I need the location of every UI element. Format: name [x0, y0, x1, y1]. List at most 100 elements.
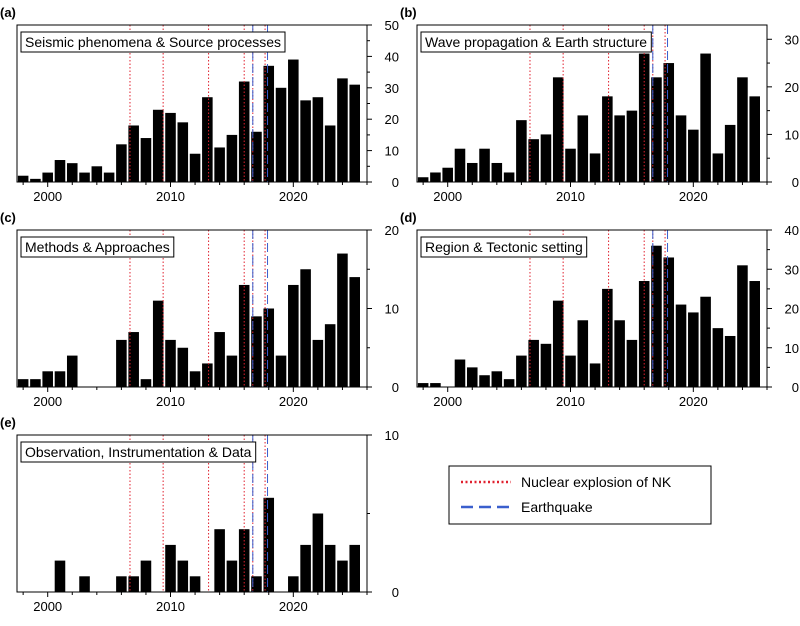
bar: [614, 320, 625, 387]
y-tick-label: 20: [785, 302, 799, 317]
bar: [226, 560, 238, 592]
panel-a: 2000 2010 2020 0 10 20 30 40 50 (a) Seismic phenom…: [0, 5, 399, 204]
bar: [17, 379, 29, 387]
bar: [300, 100, 311, 182]
y-tick-label: 30: [385, 81, 399, 96]
bar: [202, 97, 213, 182]
bar: [251, 316, 262, 387]
bar: [675, 304, 687, 387]
legend-nuclear-label: Nuclear explosion of NK: [521, 474, 672, 490]
bar: [214, 332, 225, 387]
panel-title: Seismic phenomena & Source processes: [25, 34, 281, 50]
bar: [626, 110, 638, 182]
x-tick-label: 2020: [279, 189, 308, 204]
bar: [688, 129, 699, 182]
bar: [430, 172, 441, 182]
bar: [749, 96, 760, 182]
y-tick-label: 20: [385, 112, 399, 127]
bar: [565, 148, 576, 182]
bar: [349, 277, 360, 387]
panel-letter: (b): [400, 5, 417, 20]
bar: [540, 134, 552, 182]
panel-title-box: [420, 31, 652, 53]
bar: [651, 245, 662, 387]
bar: [442, 167, 453, 182]
x-tick-label: 2000: [33, 189, 62, 204]
bar: [626, 339, 638, 387]
bar: [79, 172, 90, 182]
bar: [288, 59, 299, 182]
bar: [263, 308, 275, 387]
panel-letter: (e): [0, 415, 16, 430]
bar: [140, 138, 152, 182]
y-tick-label: 30: [785, 32, 799, 47]
bar: [238, 81, 250, 182]
bar: [116, 576, 127, 592]
bar: [589, 363, 601, 387]
panel-letter: (d): [400, 210, 417, 225]
x-tick-label: 2010: [156, 189, 185, 204]
bar: [103, 172, 115, 182]
bar: [663, 63, 675, 183]
bar: [189, 153, 201, 182]
panel-title: Observation, Instrumentation & Data: [25, 444, 252, 460]
bar: [516, 355, 527, 387]
y-tick-label: 10: [385, 144, 399, 159]
bar: [491, 371, 503, 387]
panel-title: Region & Tectonic setting: [425, 239, 583, 255]
y-tick-label: 0: [392, 585, 399, 600]
bar: [251, 576, 262, 592]
bar: [288, 576, 299, 592]
bar: [54, 560, 66, 592]
bar: [79, 576, 90, 592]
bar: [503, 172, 515, 182]
bar: [528, 339, 539, 387]
bar: [466, 367, 478, 388]
bar: [552, 300, 564, 387]
bar: [152, 300, 164, 387]
x-tick-label: 2000: [33, 599, 62, 614]
bar: [337, 253, 348, 387]
bar: [552, 77, 564, 182]
panel-letter: (a): [0, 5, 16, 20]
bar: [712, 153, 724, 182]
bar: [479, 375, 490, 387]
y-tick-label: 10: [385, 302, 399, 317]
bar: [66, 163, 78, 182]
bar: [251, 131, 262, 182]
panel-title-box: [20, 236, 175, 258]
panel-e: 2000 2010 2020 0 10 (e) Observation, Instrumen…: [0, 415, 399, 614]
bar: [263, 65, 275, 182]
bar: [312, 97, 324, 182]
bar: [324, 324, 336, 387]
bar: [17, 175, 29, 182]
bar: [54, 371, 66, 387]
bar: [466, 162, 478, 182]
x-tick-label: 2020: [679, 189, 708, 204]
bar: [651, 77, 662, 182]
y-tick-label: 0: [792, 380, 799, 395]
bar: [614, 115, 625, 182]
y-tick-label: 40: [785, 223, 799, 238]
bar: [430, 383, 441, 387]
bar: [324, 125, 336, 182]
y-tick-label: 20: [385, 223, 399, 238]
bar: [152, 109, 164, 182]
bar: [165, 339, 176, 387]
bar: [589, 153, 601, 182]
bar: [226, 134, 238, 182]
bar: [300, 544, 311, 592]
y-tick-label: 20: [785, 80, 799, 95]
bar: [417, 383, 429, 387]
bar: [214, 529, 225, 592]
bar: [638, 53, 650, 182]
bar: [140, 379, 152, 387]
bar: [275, 355, 287, 387]
x-tick-label: 2010: [156, 599, 185, 614]
x-tick-label: 2000: [433, 189, 462, 204]
panel-d: 2000 2010 2020 0 10 20 30 40 (d) Region & Tectoni…: [400, 210, 799, 409]
bar: [675, 115, 687, 182]
bar: [116, 339, 127, 387]
bar: [238, 529, 250, 592]
